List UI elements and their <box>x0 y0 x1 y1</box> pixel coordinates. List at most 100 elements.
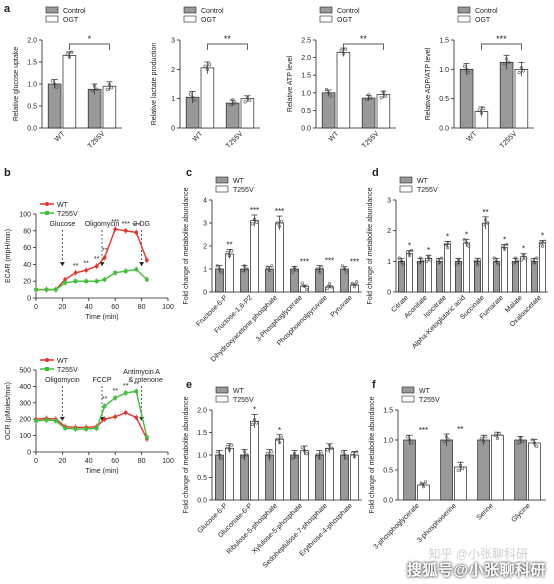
x-tick-label: 0 <box>34 458 38 465</box>
bar-t255v-1 <box>250 220 259 293</box>
data-point <box>300 281 304 285</box>
data-point <box>228 103 232 107</box>
data-point <box>63 281 67 285</box>
legend-swatch <box>215 386 229 394</box>
data-point <box>344 47 348 51</box>
x-tick-label: Pyruvate <box>329 294 354 319</box>
data-point <box>483 218 488 222</box>
data-point <box>302 284 307 288</box>
x-tick-label: 100 <box>162 304 174 311</box>
data-point <box>324 87 329 92</box>
data-point <box>532 441 537 445</box>
data-point <box>519 258 523 262</box>
data-point <box>364 98 369 102</box>
data-point <box>407 253 412 257</box>
significance-mark: ** <box>102 396 108 403</box>
x-tick-label: WT <box>54 130 67 143</box>
data-point <box>467 70 471 75</box>
y-tick-label: 0.0 <box>27 126 37 133</box>
x-tick-label: WT <box>328 130 341 143</box>
bar-t255v-2 <box>275 222 284 293</box>
significance-mark: *** <box>111 219 119 226</box>
data-point <box>407 438 412 442</box>
data-point <box>399 259 404 263</box>
data-point <box>102 255 107 260</box>
injection-arrow <box>59 262 65 267</box>
series-line-wt <box>35 411 148 440</box>
data-point <box>352 455 357 459</box>
data-point <box>317 270 322 274</box>
data-point <box>113 396 117 400</box>
chart-c: 0 1 2 3 4 Fold change of metabolite abundance… <box>183 176 362 364</box>
legend-marker <box>45 211 49 215</box>
y-tick-label: 0.0 <box>301 126 311 133</box>
data-point <box>442 440 446 444</box>
y-tick-label: 1 <box>171 96 175 103</box>
injection-label: Glucose <box>50 221 76 228</box>
data-point <box>405 435 409 439</box>
significance-mark: * <box>446 232 449 241</box>
bar-wt-4 <box>315 454 324 501</box>
data-point <box>220 270 224 274</box>
bar-control-1 <box>499 61 514 129</box>
bar-ogt-1 <box>514 68 529 129</box>
data-point <box>123 391 128 395</box>
x-tick-label: 60 <box>111 304 119 311</box>
y-tick-label: 1.5 <box>301 73 311 80</box>
x-axis-label: Time (min) <box>85 314 118 321</box>
injection-label: Oligomycin <box>45 377 80 384</box>
significance-mark: * <box>522 245 525 254</box>
significance-bracket <box>343 43 384 50</box>
data-point <box>345 456 349 460</box>
significance-mark: * <box>427 246 430 255</box>
data-point <box>109 86 114 90</box>
data-point <box>252 217 257 221</box>
data-point <box>505 242 509 246</box>
x-tick-label: 0 <box>34 304 38 311</box>
data-point <box>495 436 500 441</box>
data-point <box>217 267 222 271</box>
data-point <box>191 95 195 99</box>
data-point <box>538 241 542 245</box>
bar-wt-2 <box>265 454 274 501</box>
bar-wt-0 <box>403 439 416 501</box>
bar-t255v-3 <box>528 442 541 501</box>
bar-t255v-5 <box>350 454 359 501</box>
data-point <box>275 221 279 225</box>
bar-ogt-1 <box>102 85 117 129</box>
chart-f: 0.0 0.5 1.0 1.5 Fold change of metabolite ab… <box>369 386 546 551</box>
chart-e: 0.0 0.5 1.0 1.5 2.0 Fold change of metabolite… <box>183 386 362 570</box>
significance-mark: ** <box>457 425 463 434</box>
data-point <box>340 450 344 454</box>
data-point <box>44 418 49 422</box>
data-point <box>519 66 524 70</box>
legend-swatch <box>45 15 59 23</box>
data-point <box>215 264 219 268</box>
injection-arrow <box>139 262 145 267</box>
legend-entry: OGT <box>63 17 79 24</box>
y-tick-label: 0.0 <box>383 498 393 505</box>
y-tick-label: 200 <box>19 417 31 424</box>
y-tick-label: 0 <box>203 290 207 297</box>
data-point <box>456 468 460 472</box>
data-point <box>419 481 423 486</box>
data-point <box>521 253 526 257</box>
data-point <box>55 85 59 89</box>
data-point <box>123 269 128 273</box>
significance-mark: *** <box>325 257 334 266</box>
data-point <box>518 436 523 441</box>
significance-mark: *** <box>122 221 130 228</box>
y-tick-label: 300 <box>19 400 31 407</box>
bar-wt-2 <box>477 439 490 501</box>
data-point <box>267 455 272 459</box>
data-point <box>481 223 485 227</box>
data-point <box>113 271 117 275</box>
data-point <box>530 438 534 442</box>
data-point <box>54 419 58 423</box>
data-point <box>410 441 414 445</box>
data-point <box>255 421 259 425</box>
data-point <box>65 52 69 56</box>
data-point <box>367 93 371 97</box>
bar-ogt-1 <box>240 98 255 129</box>
injection-label: & rotenone <box>128 377 162 384</box>
